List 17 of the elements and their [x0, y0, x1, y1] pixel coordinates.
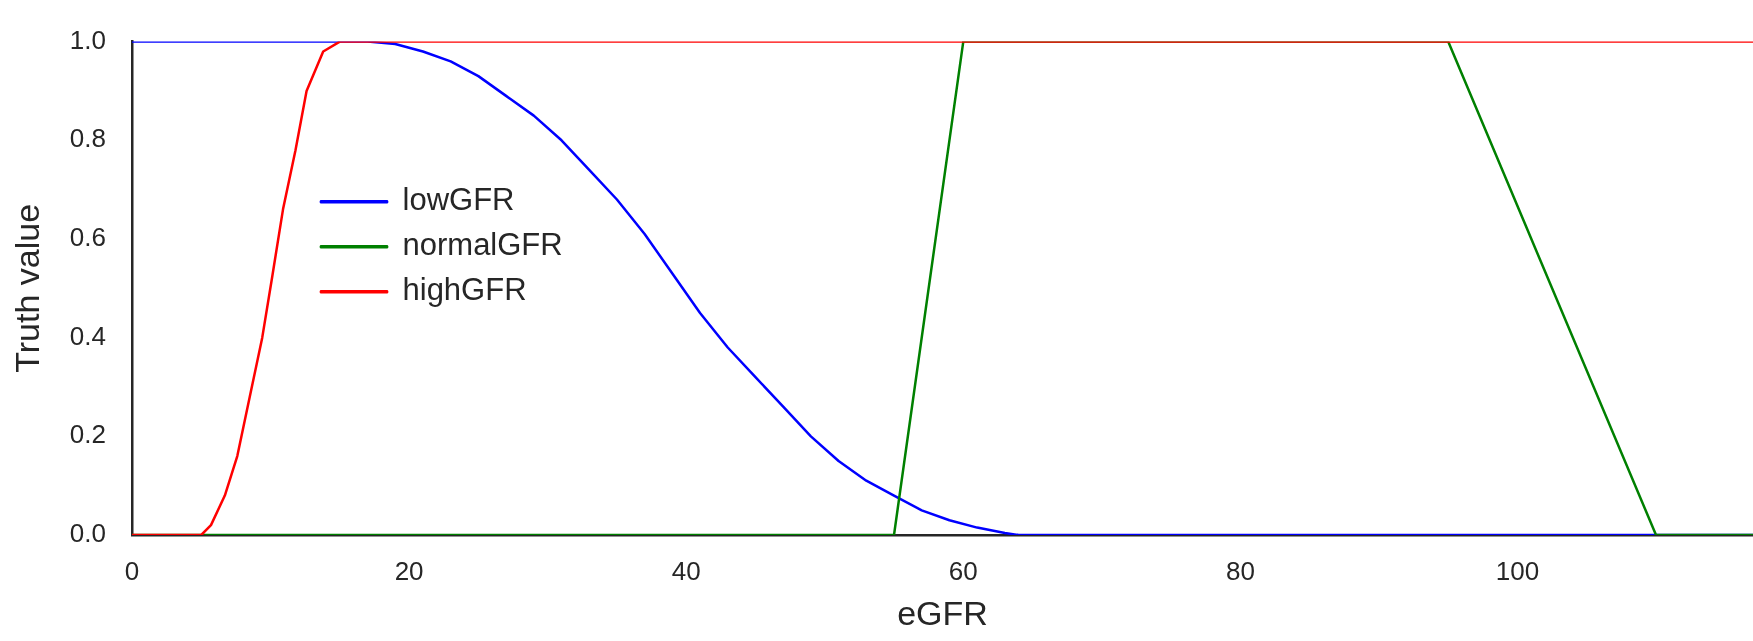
legend-label: highGFR	[402, 272, 527, 308]
x-tick-label: 100	[1495, 555, 1540, 586]
x-tick-label: 20	[394, 555, 424, 586]
x-tick-label: 40	[671, 555, 701, 586]
y-tick-label: 0.8	[69, 123, 106, 154]
x-tick-label: 60	[948, 555, 978, 586]
legend-label: normalGFR	[402, 227, 563, 263]
legend-label: lowGFR	[402, 182, 515, 218]
y-tick-label: 0.4	[69, 320, 106, 351]
y-tick-label: 1.0	[69, 24, 106, 55]
y-tick-label: 0.0	[69, 518, 106, 549]
x-tick-label: 80	[1225, 555, 1255, 586]
x-tick-label: 0	[124, 555, 140, 586]
y-axis-title: Truth value	[7, 203, 46, 373]
y-tick-label: 0.6	[69, 222, 106, 253]
y-tick-label: 0.2	[69, 419, 106, 450]
x-axis-title: eGFR	[897, 593, 988, 632]
